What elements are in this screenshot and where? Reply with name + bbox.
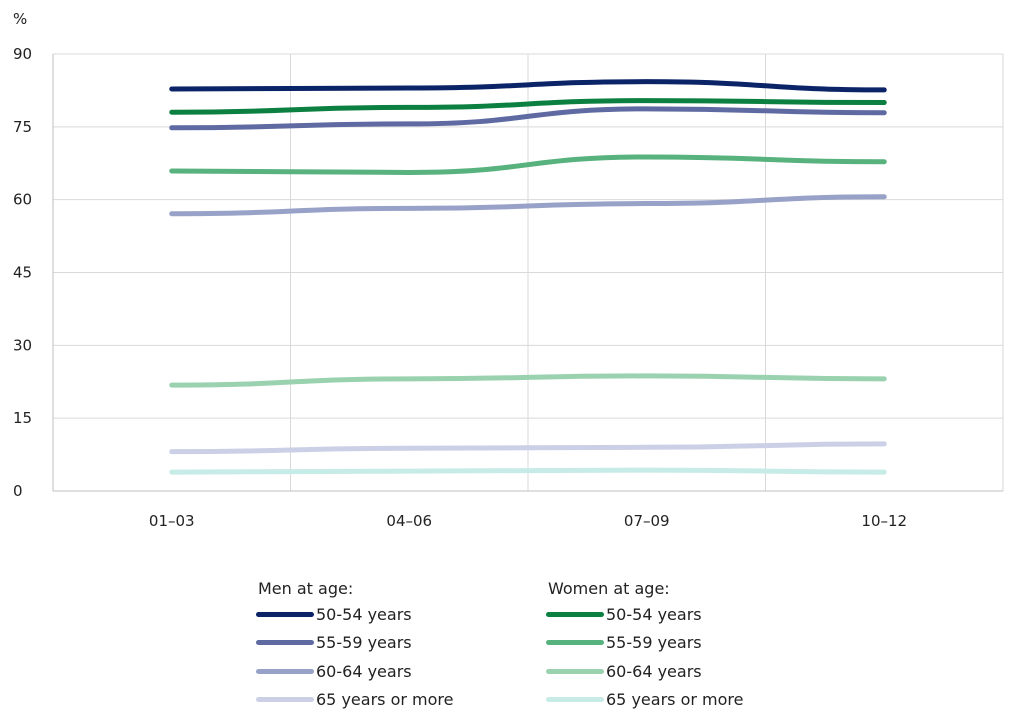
series-line-women-3 [169,467,887,475]
y-tick-label: 0 [13,482,23,500]
legend-item: 65 years or more [546,690,743,710]
series-lines [169,79,887,475]
line-chart: 0 15 30 45 60 75 90 01–03 04–06 07–09 10–12 % [13,10,1004,530]
legend-item: 50-54 years [546,604,702,624]
legend-label: 55-59 years [316,633,412,652]
legend-swatch [546,668,604,674]
legend-swatch [256,611,314,617]
legend-swatch [256,640,314,645]
series-line-women-1 [169,154,887,175]
y-tick-label: 45 [13,264,32,282]
legend-swatch [256,668,314,674]
series-line-men-1 [169,106,887,131]
gridlines [52,53,1004,492]
legend-label: 60-64 years [316,661,412,681]
legend-heading-men: Men at age: [258,579,354,598]
legend-item: 60-64 years [546,661,702,681]
series-line-men-2 [169,194,887,217]
series-line-women-2 [169,373,887,388]
x-tick-label: 04–06 [386,512,432,530]
legend-label: 50-54 years [606,604,702,624]
legend-swatch [546,611,604,617]
x-axis-ticks: 01–03 04–06 07–09 10–12 [149,512,907,530]
legend-label: 65 years or more [316,690,454,709]
legend-label: 60-64 years [606,661,702,681]
legend-swatch [546,640,604,645]
legend-item: 55-59 years [256,633,412,653]
y-tick-label: 60 [13,191,32,209]
x-tick-label: 07–09 [624,512,670,530]
series-line-men-0 [169,79,887,93]
legend-item: 60-64 years [256,661,412,681]
y-tick-label: 30 [13,336,32,354]
legend-label: 65 years or more [606,690,744,709]
legend-label: 55-59 years [606,633,702,652]
legend-swatch [256,697,314,702]
y-axis-ticks: 0 15 30 45 60 75 90 [13,45,32,500]
x-tick-label: 10–12 [861,512,907,530]
y-tick-label: 75 [13,118,32,136]
legend-item: 55-59 years [546,633,702,653]
legend-item: 65 years or more [256,690,453,710]
legend-swatch [546,697,604,702]
y-tick-label: 15 [13,409,32,427]
series-line-men-3 [169,441,887,455]
legend-label: 50-54 years [316,604,412,624]
x-tick-label: 01–03 [149,512,195,530]
y-tick-label: 90 [13,45,32,63]
series-line-women-0 [169,98,887,115]
y-axis-label: % [13,10,27,28]
legend-heading-women: Women at age: [548,579,670,598]
legend-item: 50-54 years [256,604,412,624]
